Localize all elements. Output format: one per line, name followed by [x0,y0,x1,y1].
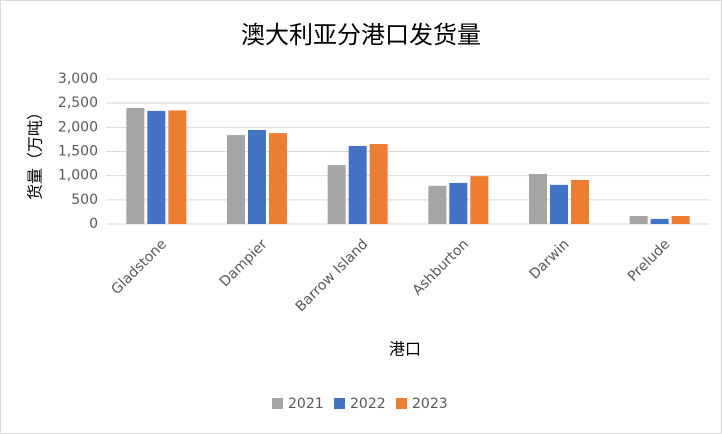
bar [650,218,669,224]
legend-swatch [334,398,345,409]
y-axis-title: 货量（万吨） [26,104,45,200]
bar [269,133,287,224]
y-tick-label: 3,000 [58,71,98,87]
legend-label: 2021 [288,396,324,412]
bar [550,184,568,224]
y-tick-label: 1,000 [58,168,98,184]
bar [449,182,468,224]
bar [428,185,447,224]
legend-swatch [272,398,283,409]
y-tick-label: 500 [71,192,98,208]
bar [470,176,489,224]
bar [327,165,346,224]
bar [248,129,266,224]
bar [168,110,187,224]
bar [126,108,145,224]
bar [671,216,690,224]
bar [227,135,245,224]
y-tick-label: 0 [89,216,98,232]
bar [529,173,547,224]
legend-label: 2022 [350,396,386,412]
bar [571,180,589,224]
legend-label: 2023 [412,396,448,412]
y-tick-label: 1,500 [58,144,98,160]
bar [348,145,367,224]
y-tick-label: 2,500 [58,95,98,111]
legend-swatch [396,398,407,409]
y-tick-label: 2,000 [58,119,98,135]
bar [147,110,166,224]
bar [629,216,648,224]
x-axis-title: 港口 [389,340,421,359]
chart-title: 澳大利亚分港口发货量 [241,21,481,49]
bar [369,144,388,224]
